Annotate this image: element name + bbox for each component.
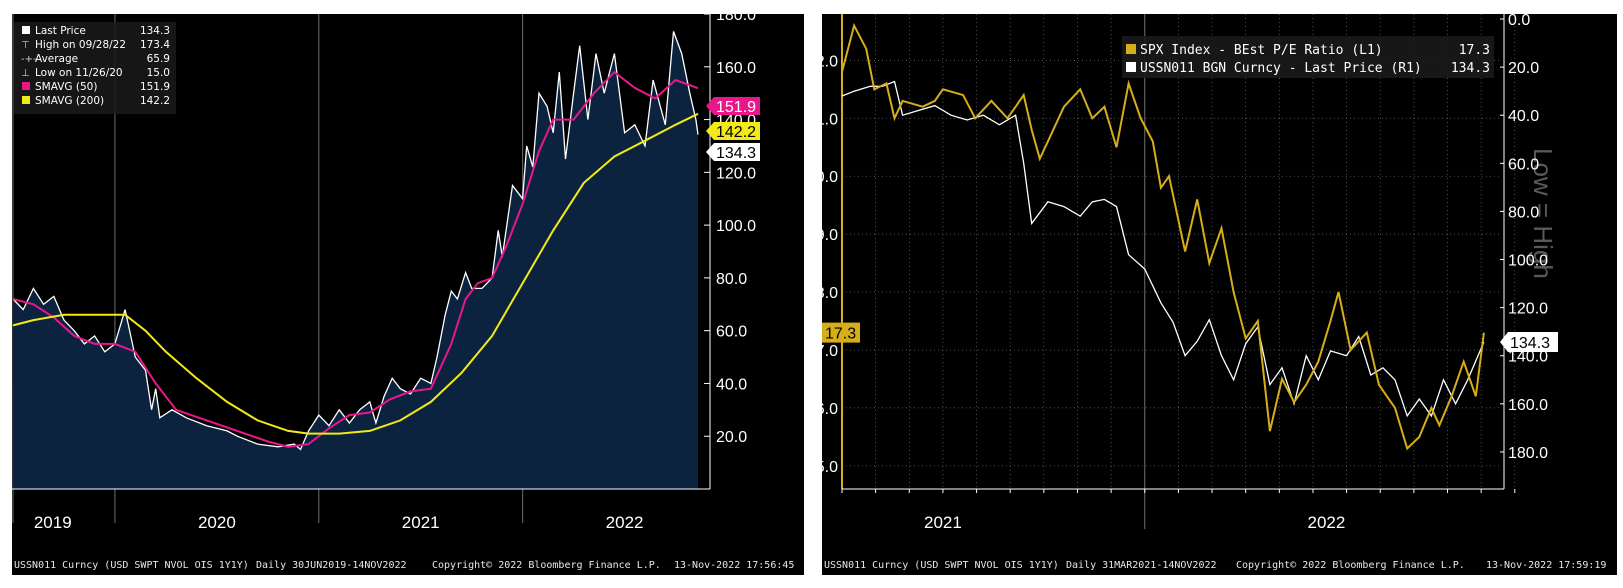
right-footer-timestamp: 13-Nov-2022 17:59:19	[1486, 560, 1607, 571]
y-tick-label: 40.0	[716, 376, 747, 393]
left-y-tick-label: 18.0	[822, 285, 838, 302]
right-footer-range: Daily 31MAR2021-14NOV2022	[1066, 560, 1217, 571]
legend-value: 15.0	[147, 67, 170, 79]
y-tick-label: 100.0	[716, 218, 756, 235]
left-y-tick-label: 17.0	[822, 343, 838, 360]
series-line-last-price	[12, 31, 699, 451]
right-footer-ticker: USSN011 Curncy (USD SWPT NVOL OIS 1Y1Y)	[824, 560, 1059, 571]
white-square-icon	[1126, 62, 1136, 72]
right-y-tick-label: 160.0	[1508, 397, 1548, 414]
tag-left-pe	[822, 322, 860, 343]
right-y-tick-label: 120.0	[1508, 301, 1548, 318]
tag-left-pe-label: 17.3	[825, 326, 856, 343]
legend-label: Low on 11/26/20	[35, 67, 123, 79]
side-label: Low = High	[1528, 148, 1558, 279]
y-tick-label: 120.0	[716, 165, 756, 182]
right-y-tick-label: 80.0	[1508, 204, 1539, 221]
left-y-tick-label: 22.0	[822, 53, 838, 70]
legend-value: 134.3	[1451, 61, 1490, 76]
tag-smavg-50-label: 151.9	[716, 99, 756, 116]
right-chart-panel: 15.0 16.0 17.0 18.0 19.0 20.0 21.0 22.0 0.0 20.0 4…	[822, 14, 1617, 575]
tag-smavg-200	[706, 122, 760, 140]
series-line-ussn011	[841, 80, 1485, 418]
tag-right-last-label: 134.3	[1510, 335, 1550, 352]
x-tick-label: 2022	[606, 513, 644, 532]
y-tick-label: 60.0	[716, 324, 747, 341]
legend-label: Average	[35, 53, 78, 65]
legend-value: 17.3	[1459, 43, 1490, 58]
tag-right-last	[1500, 332, 1558, 353]
gold-square-icon	[1126, 44, 1136, 54]
left-footer-copyright: Copyright© 2022 Bloomberg Finance L.P.	[432, 560, 661, 571]
last-price-area	[13, 31, 698, 490]
y-tick-label: 180.0	[716, 14, 756, 24]
right-footer: USSN011 Curncy (USD SWPT NVOL OIS 1Y1Y) …	[822, 557, 1617, 575]
legend-label: USSN011 BGN Curncy - Last Price (R1)	[1140, 61, 1422, 76]
left-chart: 20.040.060.080.0100.0120.0140.0160.0180.…	[12, 14, 760, 532]
legend-value: 151.9	[140, 81, 170, 93]
right-y-tick-label: 100.0	[1508, 253, 1548, 270]
right-y-tick-label: 20.0	[1508, 60, 1539, 77]
legend-label: Last Price	[35, 25, 86, 37]
white-square-icon	[22, 26, 30, 34]
y-tick-label: 80.0	[716, 271, 747, 288]
left-y-tick-label: 16.0	[822, 401, 838, 418]
right-y-tick-label: 180.0	[1508, 445, 1548, 462]
legend-label: SPX Index - BEst P/E Ratio (L1)	[1140, 43, 1383, 58]
x-tick-label: 2019	[34, 513, 72, 532]
legend-box	[14, 22, 176, 114]
series-line-spx-pe	[841, 22, 1485, 451]
left-footer-range: Daily 30JUN2019-14NOV2022	[256, 560, 407, 571]
legend-value: 142.2	[140, 95, 170, 107]
legend-box	[1122, 36, 1494, 78]
series-line-smavg-200	[12, 112, 699, 435]
legend-label: SMAVG (200)	[35, 95, 104, 107]
series-line-smavg-50	[12, 70, 699, 448]
right-footer-copyright: Copyright© 2022 Bloomberg Finance L.P.	[1236, 560, 1465, 571]
left-y-tick-label: 20.0	[822, 169, 838, 186]
right-chart: 15.0 16.0 17.0 18.0 19.0 20.0 21.0 22.0 0.0 20.0 4…	[822, 14, 1558, 532]
y-tick-label: 20.0	[716, 429, 747, 446]
legend-label: High on 09/28/22	[35, 39, 126, 51]
legend-value: 134.3	[140, 25, 170, 37]
left-y-tick-label: 15.0	[822, 459, 838, 476]
right-y-tick-label: 60.0	[1508, 156, 1539, 173]
tag-last-price-label: 134.3	[716, 145, 756, 162]
left-footer: USSN011 Curncy (USD SWPT NVOL OIS 1Y1Y) …	[12, 557, 804, 575]
magenta-square-icon	[22, 82, 30, 90]
high-marker-icon: ⊤	[21, 40, 30, 51]
right-y-tick-label: 140.0	[1508, 349, 1548, 366]
legend-value: 65.9	[147, 53, 170, 65]
x-tick-label: 2020	[198, 513, 236, 532]
left-y-tick-label: 21.0	[822, 111, 838, 128]
left-footer-ticker: USSN011 Curncy (USD SWPT NVOL OIS 1Y1Y)	[14, 560, 249, 571]
legend-value: 173.4	[140, 39, 170, 51]
tag-last-price	[706, 143, 760, 161]
legend-label: SMAVG (50)	[35, 81, 97, 93]
tag-smavg-200-label: 142.2	[716, 124, 756, 141]
left-y-tick-label: 19.0	[822, 227, 838, 244]
x-tick-label: 2022	[1308, 513, 1346, 532]
yellow-square-icon	[22, 96, 30, 104]
tag-smavg-50	[706, 97, 760, 115]
right-y-tick-label: 40.0	[1508, 108, 1539, 125]
right-y-tick-label: 0.0	[1508, 14, 1530, 29]
average-marker-icon: -+-	[21, 54, 37, 65]
x-tick-label: 2021	[402, 513, 440, 532]
x-tick-label: 2021	[924, 513, 962, 532]
y-tick-label: 160.0	[716, 60, 756, 77]
left-footer-timestamp: 13-Nov-2022 17:56:45	[674, 560, 795, 571]
left-chart-panel: 20.0 40.0 60.0 80.0 100.0 120.0 140.0 160.0 180.…	[12, 14, 804, 575]
low-marker-icon: ⊥	[21, 68, 30, 79]
